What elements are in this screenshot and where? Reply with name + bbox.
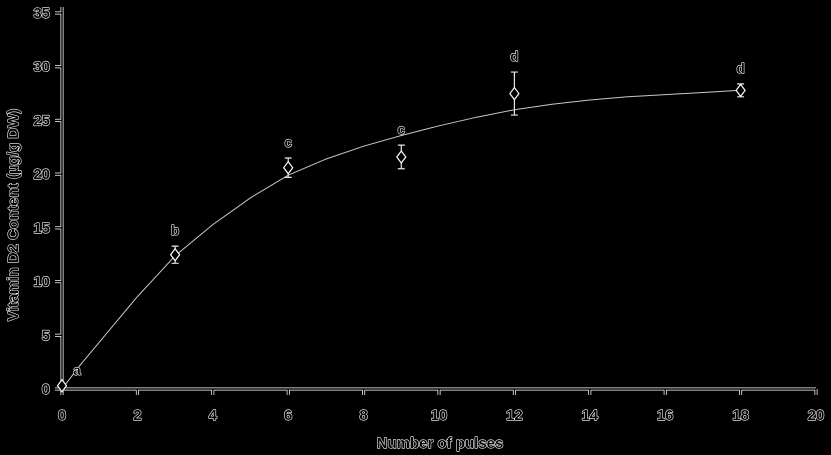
trend-curve bbox=[61, 89, 741, 390]
data-point: a bbox=[56, 362, 82, 393]
tick-labels: 0 2 4 6 8 10 12 14 16 18 20 0 5 10 15 20 25 30 35 bbox=[33, 4, 825, 424]
x-tick-label: 12 bbox=[506, 407, 523, 424]
diamond-marker bbox=[509, 86, 520, 101]
x-axis-title: Number of pulses bbox=[377, 435, 504, 452]
data-points: a b c c d d bbox=[56, 49, 746, 393]
significance-letter: c bbox=[398, 122, 406, 137]
data-point: c bbox=[282, 134, 294, 178]
x-tick-label: 10 bbox=[431, 407, 448, 424]
y-tick-label: 15 bbox=[33, 220, 50, 237]
x-tick-label: 20 bbox=[808, 407, 825, 424]
y-tick-label: 20 bbox=[33, 166, 50, 183]
diamond-marker bbox=[282, 160, 294, 175]
data-point: d bbox=[735, 60, 746, 98]
diamond-marker bbox=[396, 149, 407, 164]
x-tick-label: 8 bbox=[359, 407, 367, 424]
diamond-marker bbox=[169, 247, 181, 262]
diamond-marker bbox=[56, 378, 68, 393]
y-tick-label: 25 bbox=[33, 112, 50, 129]
significance-letter: a bbox=[73, 363, 81, 378]
y-tick-label: 35 bbox=[33, 5, 50, 22]
x-tick-label: 16 bbox=[657, 407, 674, 424]
significance-letter: d bbox=[736, 61, 744, 76]
significance-letter: d bbox=[510, 49, 518, 64]
data-point: c bbox=[396, 122, 407, 170]
axis-frame-outline bbox=[55, 7, 818, 395]
x-tick-label: 18 bbox=[732, 407, 749, 424]
x-tick-label: 6 bbox=[284, 407, 292, 424]
data-point: d bbox=[509, 49, 520, 116]
y-tick-label: 10 bbox=[33, 274, 50, 291]
x-tick-label: 2 bbox=[133, 407, 141, 424]
x-tick-label: 0 bbox=[58, 407, 66, 424]
y-tick-label: 30 bbox=[33, 59, 50, 76]
y-tick-label: 0 bbox=[42, 381, 50, 398]
significance-letter: b bbox=[171, 223, 179, 238]
axes bbox=[55, 7, 818, 395]
fitted-curve bbox=[61, 89, 741, 390]
diamond-marker bbox=[735, 83, 746, 98]
axis-frame-core bbox=[55, 7, 817, 395]
y-axis-title: Vitamin D2 Content (µg/g DW) bbox=[5, 109, 22, 322]
x-tick-label: 14 bbox=[581, 407, 598, 424]
y-tick-label: 5 bbox=[42, 327, 50, 344]
x-tick-label: 4 bbox=[209, 407, 218, 424]
data-point: b bbox=[169, 223, 181, 264]
significance-letter: c bbox=[284, 135, 292, 150]
